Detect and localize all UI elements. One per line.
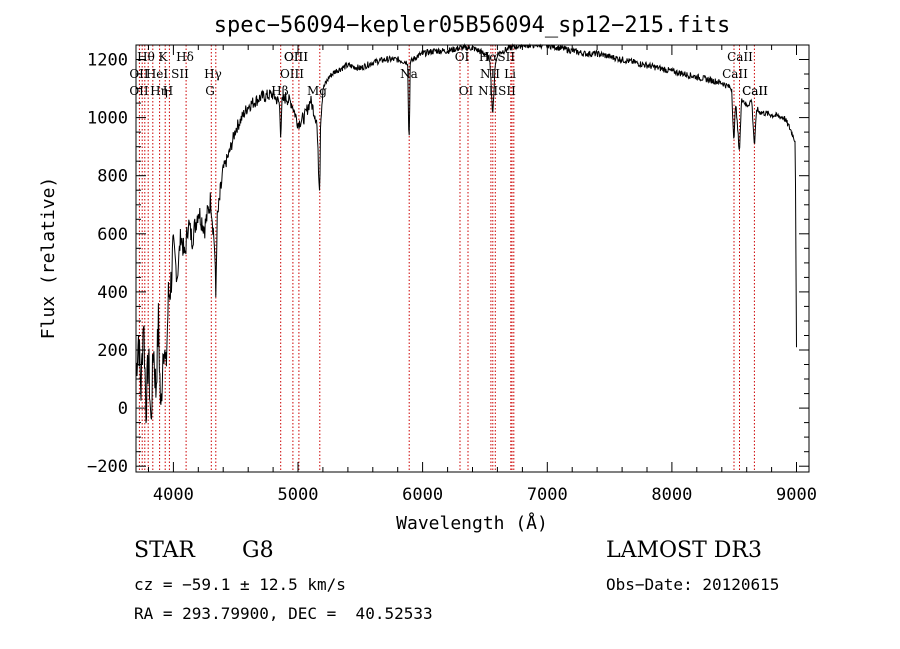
line-label: OIII	[284, 50, 308, 64]
observation-date: Obs−Date: 20120615	[606, 575, 780, 594]
line-label: OI	[455, 50, 470, 64]
chart-title: spec−56094−kepler05B56094_sp12−215.fits	[214, 13, 731, 38]
x-axis-label: Wavelength (Å)	[396, 512, 548, 534]
line-label: Hβ	[271, 84, 288, 98]
spectrum-series	[135, 43, 797, 424]
line-label: OIII	[280, 67, 304, 81]
y-axis: −200 0 200 400 600 800 1000 1200	[87, 51, 809, 477]
line-label: HeI	[146, 67, 169, 81]
x-tick-label: 7000	[527, 485, 568, 505]
line-label: CaII	[742, 84, 768, 98]
line-label: Hγ	[204, 67, 222, 81]
x-tick-label: 6000	[402, 485, 443, 505]
survey-name: LAMOST DR3	[606, 538, 762, 563]
y-tick-label: 600	[97, 225, 128, 245]
x-tick-label: 9000	[776, 485, 817, 505]
x-tick-label: 5000	[278, 485, 319, 505]
line-label: Li	[504, 67, 516, 81]
x-tick-label: 8000	[651, 485, 692, 505]
y-tick-label: 400	[97, 283, 128, 303]
line-label: Na	[400, 67, 418, 81]
y-tick-label: 1000	[87, 109, 128, 129]
line-label: OI	[459, 84, 474, 98]
y-tick-label: 200	[97, 341, 128, 361]
x-axis: 4000 5000 6000 7000 8000 9000	[148, 45, 817, 505]
object-class: STAR	[134, 538, 195, 563]
object-subclass: G8	[242, 538, 274, 563]
y-tick-label: −200	[87, 457, 128, 477]
coordinates: RA = 293.79900, DEC = 40.52533	[134, 604, 433, 623]
line-label: H	[163, 84, 173, 98]
line-label: Hη	[150, 84, 168, 98]
y-tick-label: 0	[118, 399, 128, 419]
spectrum-line	[135, 43, 797, 424]
line-label: Hδ	[176, 50, 194, 64]
line-label: NIISII	[478, 84, 516, 98]
x-tick-label: 4000	[153, 485, 194, 505]
redshift-value: cz = −59.1 ± 12.5 km/s	[134, 575, 346, 594]
line-label: G	[205, 84, 215, 98]
y-axis-label: Flux (relative)	[38, 177, 59, 340]
line-label: K	[159, 50, 169, 64]
line-label: OIII	[284, 50, 308, 64]
line-label: SII	[171, 67, 189, 81]
line-label: CaII	[727, 50, 753, 64]
plot-frame	[135, 44, 810, 473]
y-tick-label: 800	[97, 167, 128, 187]
line-markers	[138, 45, 755, 472]
line-label: CaII	[742, 84, 768, 98]
line-label: OII	[129, 84, 149, 98]
line-label: CaII	[722, 67, 748, 81]
line-label: Hθ	[137, 50, 155, 64]
y-tick-label: 1200	[87, 51, 128, 71]
